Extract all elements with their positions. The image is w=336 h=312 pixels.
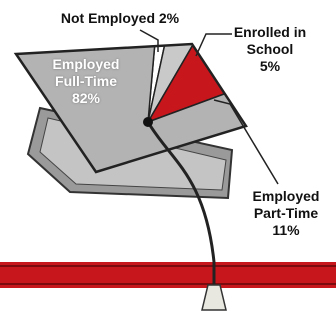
infographic: Not Employed 2% Enrolled in School5% Emp… [0, 0, 336, 312]
category-label: Employed Full-Time [42, 56, 130, 90]
category-label: Enrolled in School [232, 24, 308, 58]
cap-button [143, 117, 153, 127]
value-label: 5% [232, 58, 308, 75]
value-label: 82% [42, 90, 130, 107]
value-label: 11% [238, 222, 334, 239]
leader-line [196, 34, 232, 56]
category-label: Employed Part-Time [238, 188, 334, 222]
slice-label: Not Employed 2% [30, 10, 210, 27]
tassel [202, 285, 226, 310]
value-label: 2% [159, 10, 179, 26]
category-label: Not Employed [61, 10, 155, 26]
